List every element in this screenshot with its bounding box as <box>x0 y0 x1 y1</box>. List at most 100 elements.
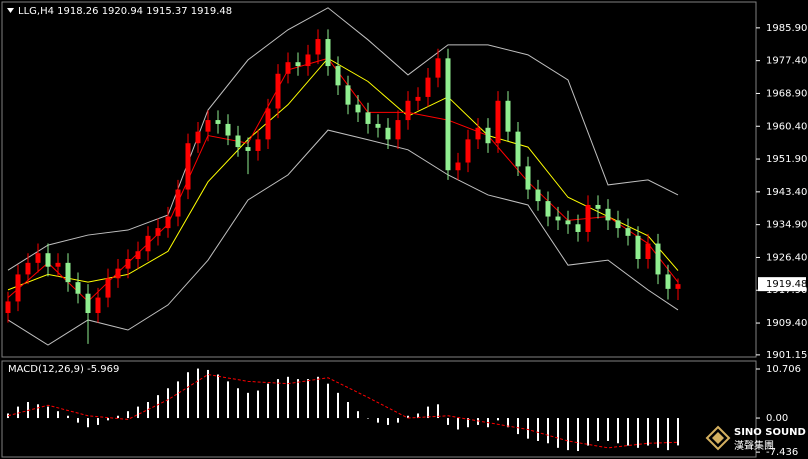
macd-bar <box>557 418 559 448</box>
candle-body <box>35 253 41 263</box>
macd-bar <box>37 404 39 419</box>
macd-bar <box>377 418 379 423</box>
macd-bar <box>547 418 549 444</box>
macd-bar <box>307 379 309 419</box>
macd-bar <box>467 418 469 428</box>
current-price-label: 1919.48 <box>766 279 807 290</box>
macd-bar <box>587 418 589 446</box>
y-tick-label: 1977.40 <box>766 56 807 67</box>
y-tick-label: 1926.40 <box>766 252 807 263</box>
macd-bar <box>167 388 169 419</box>
candle-body <box>255 139 261 151</box>
macd-bar <box>607 418 609 441</box>
macd-bar <box>527 418 529 439</box>
y-tick-label: 1968.90 <box>766 88 807 99</box>
candle-body <box>465 139 471 163</box>
candle-body <box>95 297 101 314</box>
candle-body <box>325 39 331 67</box>
candle-body <box>375 123 381 128</box>
macd-bar <box>667 418 669 451</box>
marks <box>5 7 760 453</box>
candle-body <box>515 131 521 167</box>
candle-body <box>425 77 431 97</box>
macd-bar <box>657 418 659 448</box>
y-tick-label: 1901.15 <box>766 350 807 361</box>
open-value: 1918.26 <box>57 6 98 17</box>
candle-body <box>295 62 301 67</box>
macd-bar <box>597 418 599 441</box>
main-panel <box>1 1 757 358</box>
macd-bar <box>317 376 319 419</box>
candle-body <box>365 112 371 124</box>
candle-body <box>275 73 281 109</box>
candle-body <box>135 251 141 259</box>
close-value: 1919.48 <box>191 6 232 17</box>
candle-body <box>65 262 71 283</box>
candle-body <box>505 100 511 132</box>
candle-body <box>75 282 81 294</box>
macd-bar <box>87 418 89 428</box>
y-tick-label: 1934.90 <box>766 220 807 231</box>
candle-body <box>15 274 21 302</box>
candle-body <box>615 220 621 229</box>
macd-bar <box>457 418 459 430</box>
macd-bar <box>57 411 59 419</box>
candle-body <box>485 127 491 144</box>
macd-bar <box>427 406 429 419</box>
candle-body <box>545 201 551 217</box>
macd-bar <box>127 411 129 419</box>
candle-body <box>405 100 411 121</box>
macd-bar <box>267 383 269 419</box>
high-value: 1920.94 <box>102 6 143 17</box>
macd-bar <box>367 418 369 419</box>
y-tick-label: 1909.40 <box>766 318 807 329</box>
candle-body <box>265 108 271 140</box>
candle-body <box>415 96 421 101</box>
macd-bar <box>117 415 119 419</box>
macd-bar <box>97 418 99 425</box>
macd-bar <box>137 406 139 419</box>
signal-line <box>7 373 679 449</box>
macd-bar <box>187 372 189 419</box>
candle-body <box>555 216 561 221</box>
logo-icon-inner <box>712 432 724 444</box>
macd-bar <box>147 402 149 419</box>
y-tick-label: 0.00 <box>766 413 788 424</box>
macd-header: MACD(12,26,9) -5.969 <box>8 364 119 375</box>
indicator-line <box>7 7 679 271</box>
symbol: LLG,H4 <box>18 6 54 17</box>
candle-body <box>605 208 611 221</box>
candle-body <box>245 147 251 151</box>
candle-body <box>525 166 531 190</box>
candle-body <box>165 216 171 229</box>
y-tick-label: 1951.90 <box>766 154 807 165</box>
candle-body <box>235 135 241 148</box>
macd-bar <box>617 418 619 444</box>
logo-name: SINO SOUND <box>734 427 806 438</box>
menu-arrow[interactable] <box>7 8 14 13</box>
candle-body <box>585 204 591 232</box>
macd-bar <box>247 392 249 419</box>
y-tick-label: 10.706 <box>766 364 801 375</box>
candle-body <box>5 301 11 314</box>
candle-body <box>105 278 111 298</box>
candle-body <box>665 274 671 289</box>
chart-header: LLG,H4 1918.26 1920.94 1915.37 1919.48 <box>18 6 232 17</box>
macd-bar <box>417 413 419 419</box>
macd-bar <box>577 418 579 452</box>
macd-title: MACD(12,26,9) <box>8 364 84 375</box>
candle-body <box>635 235 641 259</box>
candle-body <box>145 235 151 252</box>
logo-icon <box>705 425 731 451</box>
macd-bar <box>17 406 19 419</box>
y-tick-label: 1943.40 <box>766 187 807 198</box>
indicator-line <box>7 129 679 346</box>
logo-subtitle: 漢聲集團 <box>734 439 774 452</box>
price-label-box <box>758 277 806 292</box>
candle-body <box>285 62 291 74</box>
macd-bar <box>197 368 199 419</box>
candle-body <box>205 120 211 132</box>
candle-body <box>535 189 541 202</box>
